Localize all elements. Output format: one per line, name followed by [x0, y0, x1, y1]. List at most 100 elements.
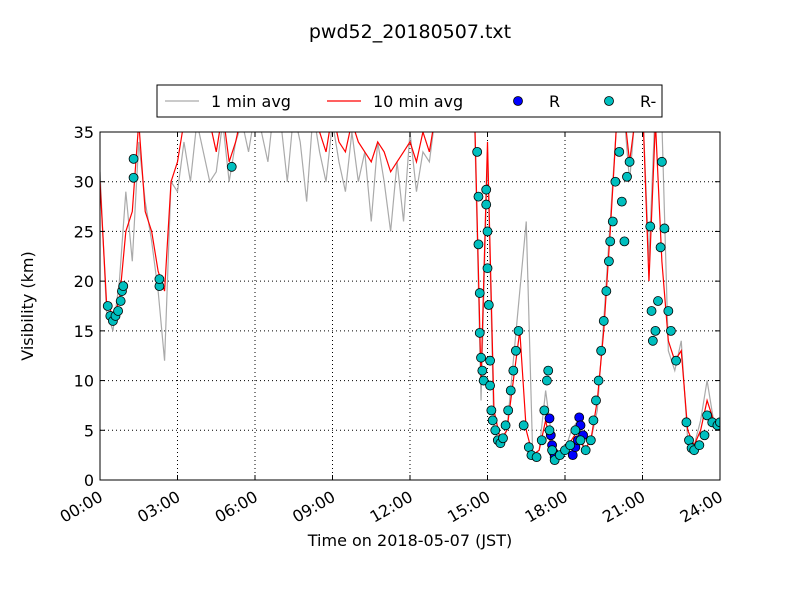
scatter-point [619, 236, 630, 247]
scatter-point [681, 417, 692, 428]
scatter-point [547, 445, 557, 456]
legend-label: R- [640, 92, 656, 111]
scatter-point [647, 335, 658, 346]
scatter-point [646, 306, 657, 316]
scatter-point [575, 435, 586, 446]
scatter-point [653, 296, 663, 306]
scatter-point [485, 355, 495, 366]
scatter-point [486, 405, 497, 416]
scatter-point [544, 425, 555, 436]
scatter-point [505, 385, 516, 396]
scatter-point [473, 239, 484, 250]
scatter-point [601, 286, 612, 296]
y-tick-label: 30 [74, 173, 94, 192]
scatter-point [483, 300, 494, 310]
scatter-point [596, 345, 607, 356]
scatter-point [113, 306, 123, 316]
scatter-point [115, 296, 126, 306]
scatter-point [694, 440, 705, 451]
scatter-point [604, 256, 614, 267]
legend: 1 min avg 10 min avg R R- [156, 84, 663, 118]
scatter-point [614, 146, 625, 157]
scatter-point [500, 420, 511, 431]
scatter-point [472, 146, 483, 157]
scatter-point [474, 327, 485, 338]
scatter-point [536, 435, 547, 446]
scatter-point [593, 375, 604, 386]
scatter-point [702, 410, 712, 421]
scatter-point [154, 274, 165, 285]
scatter-point [118, 281, 129, 292]
scatter-point [544, 413, 555, 424]
y-tick-label: 25 [74, 222, 94, 241]
y-tick-label: 5 [84, 421, 94, 440]
scatter-point [650, 325, 661, 336]
scatter-point [226, 161, 237, 172]
scatter-point [585, 435, 596, 446]
scatter-point [508, 365, 519, 376]
scatter-point [580, 445, 591, 456]
scatter-point [622, 171, 632, 182]
legend-marker [604, 96, 614, 106]
y-tick-label: 15 [74, 322, 94, 341]
legend-marker [513, 96, 523, 106]
scatter-point [539, 405, 550, 416]
y-tick-label: 20 [74, 272, 94, 291]
scatter-point [481, 184, 492, 195]
scatter-point [605, 236, 616, 247]
scatter-point [478, 375, 489, 386]
scatter-point [481, 199, 492, 210]
scatter-point [574, 412, 585, 423]
scatter-point [543, 365, 554, 376]
y-tick-label: 0 [84, 471, 94, 490]
scatter-point [610, 176, 621, 187]
scatter-point [474, 288, 485, 298]
scatter-point [498, 433, 508, 444]
scatter-point [513, 325, 524, 336]
y-tick-label: 10 [74, 372, 94, 391]
scatter-point [655, 242, 666, 253]
scatter-point [624, 156, 635, 167]
scatter-point [485, 380, 495, 391]
scatter-point [128, 172, 139, 183]
scatter-point [482, 263, 493, 274]
scatter-point [128, 153, 139, 164]
x-axis-label: Time on 2018-05-07 (JST) [307, 531, 512, 550]
legend-frame [156, 84, 663, 118]
scatter-point [659, 223, 670, 234]
scatter-point [591, 395, 601, 406]
scatter-point [482, 226, 493, 237]
line-series [100, 132, 720, 457]
scatter-point [570, 425, 581, 436]
scatter-point [565, 440, 576, 451]
scatter-point [663, 306, 674, 316]
line-series [100, 132, 720, 462]
plot-area [100, 132, 720, 466]
legend-label: R [549, 92, 560, 111]
legend-label: 10 min avg [373, 92, 463, 111]
y-tick-label: 35 [74, 123, 94, 142]
scatter-point [490, 425, 501, 436]
scatter-point [477, 365, 488, 376]
scatter-point [607, 216, 618, 227]
scatter-point [511, 345, 521, 356]
scatter-point [531, 452, 542, 463]
chart-title: pwd52_20180507.txt [309, 21, 511, 43]
scatter-point [715, 417, 720, 428]
scatter-point [699, 430, 710, 441]
scatter-point [645, 221, 656, 232]
scatter-point [671, 355, 681, 366]
scatter-point [518, 420, 529, 431]
scatter-point [588, 415, 599, 426]
scatter-point [102, 301, 113, 311]
scatter-point [503, 405, 514, 416]
scatter-point [476, 352, 486, 363]
y-axis-label: Visibility (km) [18, 251, 37, 360]
scatter-point [656, 156, 667, 167]
scatter-point [616, 196, 627, 207]
scatter-point [598, 316, 609, 326]
scatter-point [473, 191, 484, 202]
scatter-point [542, 375, 552, 386]
scatter-point [666, 325, 676, 336]
